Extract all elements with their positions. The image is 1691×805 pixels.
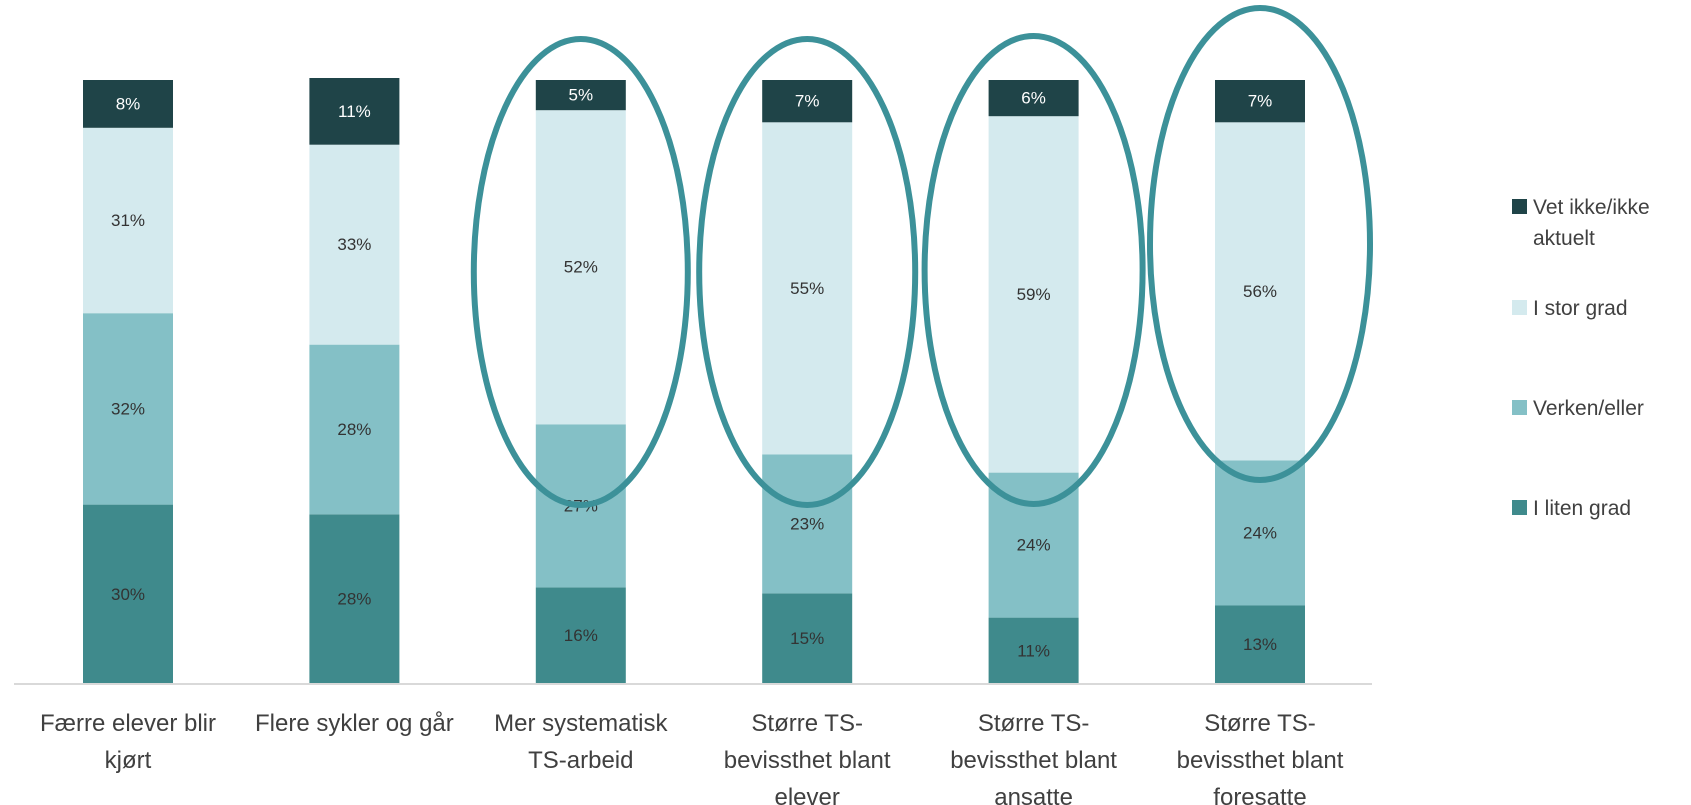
legend-label-line: Verken/eller bbox=[1533, 397, 1644, 420]
data-label: 5% bbox=[569, 86, 594, 105]
legend-label-line: Vet ikke/ikke bbox=[1533, 196, 1650, 219]
category-label-line: bevissthet blant bbox=[724, 747, 891, 774]
bar-segment bbox=[1215, 460, 1305, 606]
legend-swatch bbox=[1512, 400, 1527, 415]
highlight-oval bbox=[921, 33, 1146, 507]
data-label: 55% bbox=[790, 279, 824, 298]
data-label: 30% bbox=[111, 585, 145, 604]
category-label-line: ansatte bbox=[994, 784, 1073, 805]
bar-segment bbox=[762, 454, 853, 594]
bar-segment bbox=[1215, 122, 1305, 461]
category-label-line: foresatte bbox=[1213, 784, 1306, 805]
legend-label-line: I liten grad bbox=[1533, 497, 1631, 520]
bar-segment bbox=[1215, 605, 1305, 684]
legend-label: Vet ikke/ikke aktuelt bbox=[1533, 196, 1650, 250]
data-label: 24% bbox=[1243, 524, 1277, 543]
data-label: 23% bbox=[790, 514, 824, 533]
bar-segment bbox=[309, 144, 400, 345]
bars-group: 30%32%31%8%28%28%33%11%16%27%52%5%15%23%… bbox=[83, 78, 1305, 684]
category-label-line: bevissthet blant bbox=[950, 747, 1117, 774]
bar-segment bbox=[535, 80, 626, 111]
data-label: 52% bbox=[564, 258, 598, 277]
bar-segment bbox=[309, 514, 400, 684]
category-label-line: TS-arbeid bbox=[528, 747, 633, 774]
legend-swatch bbox=[1512, 199, 1527, 214]
category-label: Færre elever blir kjørt bbox=[40, 710, 216, 774]
category-label-line: Færre elever blir bbox=[40, 710, 216, 737]
category-label: Flere sykler og går bbox=[255, 710, 454, 737]
bar-segment bbox=[1215, 80, 1305, 123]
data-label: 24% bbox=[1017, 536, 1051, 555]
category-label-line: Flere sykler og går bbox=[255, 710, 454, 737]
data-label: 7% bbox=[1248, 92, 1273, 111]
bar-segment bbox=[83, 127, 173, 314]
bar-segment bbox=[309, 344, 400, 515]
data-label: 28% bbox=[337, 590, 371, 609]
highlight-ovals-group bbox=[470, 5, 1373, 508]
legend-label: Verken/eller bbox=[1533, 397, 1644, 420]
data-label: 13% bbox=[1243, 635, 1277, 654]
data-label: 11% bbox=[338, 102, 371, 121]
category-label-line: bevissthet blant bbox=[1177, 747, 1344, 774]
legend-label: I stor grad bbox=[1533, 297, 1628, 320]
bar-segment bbox=[535, 110, 626, 425]
highlight-oval bbox=[696, 36, 919, 508]
category-label-line: Større TS- bbox=[978, 710, 1090, 737]
bar-segment bbox=[762, 593, 853, 684]
data-label: 31% bbox=[111, 211, 145, 230]
bar-segment bbox=[762, 80, 853, 123]
category-label-line: Større TS- bbox=[751, 710, 863, 737]
legend-label: I liten grad bbox=[1533, 497, 1631, 520]
bar-segment bbox=[988, 617, 1079, 684]
data-label: 56% bbox=[1243, 282, 1277, 301]
data-label: 15% bbox=[790, 629, 824, 648]
bar-segment bbox=[83, 504, 173, 684]
highlight-oval bbox=[470, 36, 691, 508]
legend-label-line: I stor grad bbox=[1533, 297, 1628, 320]
highlight-oval bbox=[1147, 5, 1373, 483]
data-label: 28% bbox=[337, 420, 371, 439]
category-label-line: Mer systematisk bbox=[494, 710, 668, 737]
legend-label-line: aktuelt bbox=[1533, 227, 1595, 250]
data-label: 32% bbox=[111, 399, 145, 418]
data-label: 59% bbox=[1017, 285, 1051, 304]
category-label: Større TS-bevissthet blant elever bbox=[724, 710, 891, 805]
data-label: 33% bbox=[337, 235, 371, 254]
category-label: Større TS-bevissthet blant ansatte bbox=[950, 710, 1117, 805]
category-label-line: kjørt bbox=[105, 747, 152, 774]
legend-swatch bbox=[1512, 500, 1527, 515]
category-label-line: elever bbox=[775, 784, 840, 805]
legend-swatch bbox=[1512, 300, 1527, 315]
bar-segment bbox=[83, 80, 173, 128]
data-label: 16% bbox=[564, 626, 598, 645]
bar-segment bbox=[762, 122, 853, 455]
data-label: 8% bbox=[116, 94, 141, 113]
bar-segment bbox=[309, 78, 400, 145]
data-label: 11% bbox=[1017, 641, 1050, 660]
category-label-line: Større TS- bbox=[1204, 710, 1316, 737]
bar-segment bbox=[535, 587, 626, 684]
data-label: 7% bbox=[795, 92, 820, 111]
legend: Vet ikke/ikke aktuelt I stor grad Verken/el… bbox=[1512, 196, 1650, 520]
bar-segment bbox=[988, 116, 1079, 473]
bar-segment bbox=[988, 80, 1079, 117]
category-label: Større TS-bevissthet blant foresatte bbox=[1177, 710, 1344, 805]
category-labels-group: Færre elever blir kjørt Flere sykler og gå… bbox=[40, 710, 1344, 805]
bar-segment bbox=[83, 313, 173, 505]
data-label: 6% bbox=[1021, 89, 1046, 108]
category-label: Mer systematisk TS-arbeid bbox=[494, 710, 668, 774]
